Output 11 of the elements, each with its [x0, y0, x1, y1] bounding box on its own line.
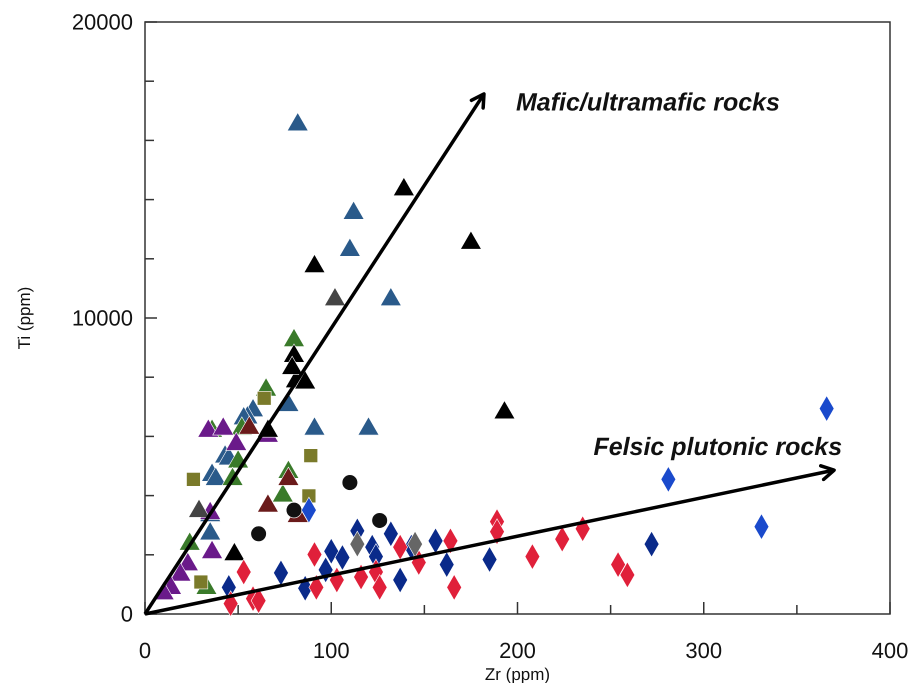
- x-tick-label: 400: [872, 638, 908, 663]
- y-tick-label: 10000: [72, 306, 133, 331]
- y-tick-label: 0: [120, 602, 133, 627]
- annotation: Mafic/ultramafic rocks: [516, 88, 780, 117]
- x-tick-label: 100: [312, 638, 350, 663]
- x-tick-label: 0: [138, 638, 152, 663]
- y-axis-title: Ti (ppm): [15, 286, 34, 350]
- annotation: Felsic plutonic rocks: [593, 432, 842, 461]
- y-tick-label: 20000: [72, 10, 133, 35]
- x-tick-label: 300: [685, 638, 722, 663]
- x-tick-label: 200: [499, 638, 536, 663]
